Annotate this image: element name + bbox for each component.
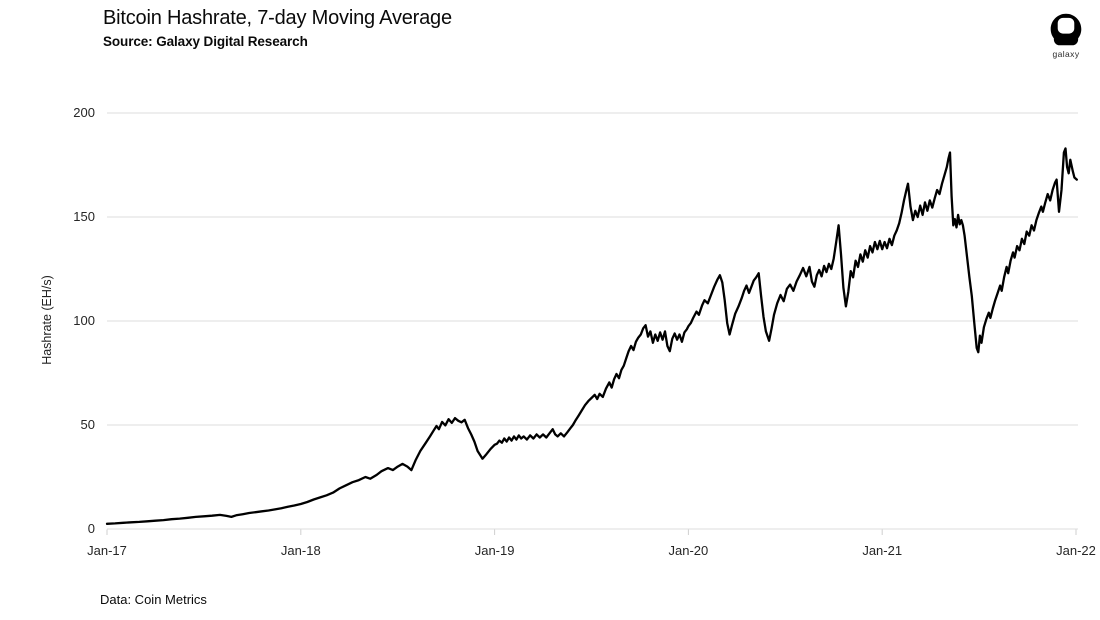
x-tick-label: Jan-18 [280,543,321,558]
data-source-note: Data: Coin Metrics [100,592,207,607]
x-tick-label: Jan-19 [474,543,515,558]
y-tick-label: 150 [73,209,95,224]
x-tick-label: Jan-21 [862,543,903,558]
galaxy-logo-label: galaxy [1052,49,1080,59]
x-tick-label: Jan-20 [668,543,709,558]
chart-title: Bitcoin Hashrate, 7-day Moving Average [103,7,452,29]
chart-subtitle: Source: Galaxy Digital Research [103,34,308,49]
x-tick-label: Jan-22 [1056,543,1096,558]
y-tick-label: 100 [73,313,95,328]
galaxy-logo: galaxy [1045,12,1087,59]
galaxy-helmet-icon [1050,13,1082,46]
y-tick-label: 200 [73,105,95,120]
x-tick-label: Jan-17 [87,543,127,558]
y-tick-label: 0 [87,521,95,536]
y-tick-label: 50 [80,417,95,432]
